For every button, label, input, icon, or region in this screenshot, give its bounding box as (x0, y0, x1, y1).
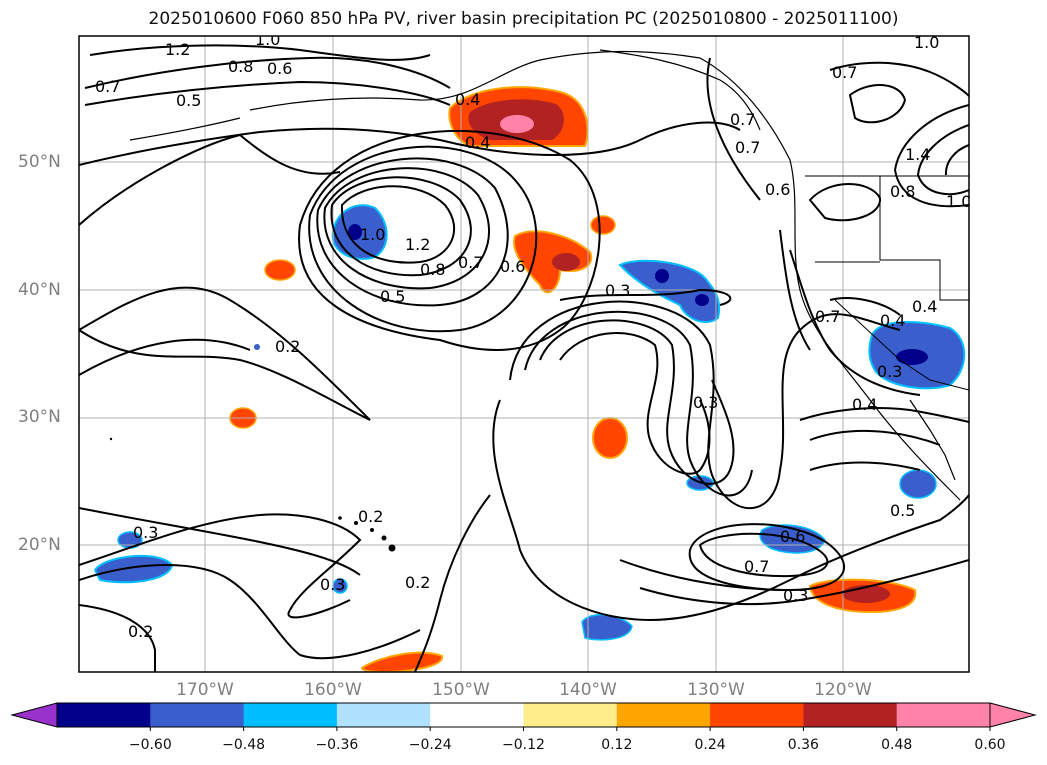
lon-label-170w: 170°W (176, 680, 234, 700)
contour-label: 0.5 (890, 501, 915, 520)
colorbar-bin (150, 703, 245, 727)
colorbar-tick-label: 0.60 (974, 737, 1006, 753)
colorbar-tick-label: −0.60 (128, 737, 172, 753)
colorbar-bins (57, 703, 991, 727)
contour-label: 0.4 (880, 311, 905, 330)
contour-label: 1.0 (255, 30, 280, 49)
lat-label-40n: 40°N (18, 280, 61, 300)
contour-label: 0.3 (605, 281, 630, 300)
contour-label: 0.7 (95, 77, 120, 96)
contour-label: 0.2 (128, 622, 153, 641)
contour-label: 1.2 (165, 40, 190, 59)
contour-label: 0.7 (832, 63, 857, 82)
contour-label: 1.2 (405, 235, 430, 254)
coastlines (129, 49, 961, 501)
colorbar-tick-label: −0.12 (502, 737, 545, 753)
colorbar-tick-label: 0.36 (787, 737, 819, 753)
contour-label: 0.7 (815, 307, 840, 326)
lon-label-130w: 130°W (687, 680, 745, 700)
contour-label: 0.8 (420, 260, 445, 279)
contour-label: 0.7 (458, 253, 483, 272)
lat-label-30n: 30°N (18, 407, 61, 427)
contour-label: 0.7 (730, 110, 755, 129)
contour-label: 0.3 (783, 586, 808, 605)
colorbar-bin (336, 703, 431, 727)
colorbar-tick-label: 0.24 (694, 737, 726, 753)
colorbar (10, 702, 1037, 731)
lat-label-50n: 50°N (18, 152, 61, 172)
colorbar-tick-label: −0.24 (408, 737, 452, 753)
lat-label-20n: 20°N (18, 535, 61, 555)
contour-label: 0.2 (275, 337, 300, 356)
contour-label: 0.4 (852, 395, 877, 414)
contour-label: 0.6 (267, 59, 292, 78)
contour-label: 1.0 (914, 33, 939, 52)
map-title: 2025010600 F060 850 hPa PV, river basin … (148, 9, 899, 29)
precip-positive-anomalies (229, 86, 917, 672)
contour-label: 0.5 (380, 287, 405, 306)
contour-label: 0.2 (358, 507, 383, 526)
contour-label: 0.5 (176, 91, 201, 110)
contour-label: 0.2 (405, 573, 430, 592)
colorbar-bin (243, 703, 338, 727)
colorbar-bin (57, 703, 151, 727)
lon-label-140w: 140°W (559, 680, 617, 700)
colorbar-bin (710, 703, 804, 727)
contour-label: 0.8 (890, 182, 915, 201)
contour-label: 0.6 (500, 257, 525, 276)
lon-label-120w: 120°W (814, 680, 872, 700)
contour-label: 0.7 (735, 138, 760, 157)
colorbar-bin (430, 703, 524, 727)
colorbar-tick-label: −0.36 (315, 737, 359, 753)
colorbar-tick-label: 0.12 (601, 737, 633, 753)
political-borders (805, 175, 969, 391)
colorbar-bin (523, 703, 618, 727)
hawaii-islands (109, 437, 396, 552)
contour-label: 0.3 (693, 393, 718, 412)
precip-negative-anomalies (93, 204, 966, 641)
contour-label: 1.0 (946, 192, 971, 211)
colorbar-tick-label: 0.48 (881, 737, 913, 753)
contour-label: 0.3 (320, 575, 345, 594)
colorbar-bin (616, 703, 711, 727)
colorbar-over-extension (989, 702, 1037, 728)
contour-label: 0.6 (765, 180, 790, 199)
lon-label-150w: 150°W (432, 680, 490, 700)
contour-label: 0.3 (133, 523, 158, 542)
contour-label: 0.6 (780, 527, 805, 546)
map-frame (78, 35, 970, 673)
colorbar-bin (896, 703, 991, 727)
contour-label: 0.3 (877, 362, 902, 381)
contour-label: 0.4 (455, 90, 480, 109)
contour-label: 0.7 (744, 557, 769, 576)
colorbar-under-extension (10, 702, 58, 728)
contour-labels: 1.2 1.0 0.8 0.6 0.7 0.5 0.4 0.4 1.0 1.2 … (95, 30, 971, 641)
contour-label: 0.4 (465, 133, 490, 152)
contour-label: 0.4 (912, 297, 937, 316)
map-plot-area: 1.2 1.0 0.8 0.6 0.7 0.5 0.4 0.4 1.0 1.2 … (79, 30, 971, 672)
contour-label: 0.8 (228, 57, 253, 76)
pv-contours (79, 44, 969, 672)
colorbar-tick-label: −0.48 (222, 737, 266, 753)
colorbar-bin (803, 703, 898, 727)
lon-label-160w: 160°W (304, 680, 362, 700)
contour-label: 1.0 (360, 225, 385, 244)
contour-label: 1.4 (905, 145, 930, 164)
